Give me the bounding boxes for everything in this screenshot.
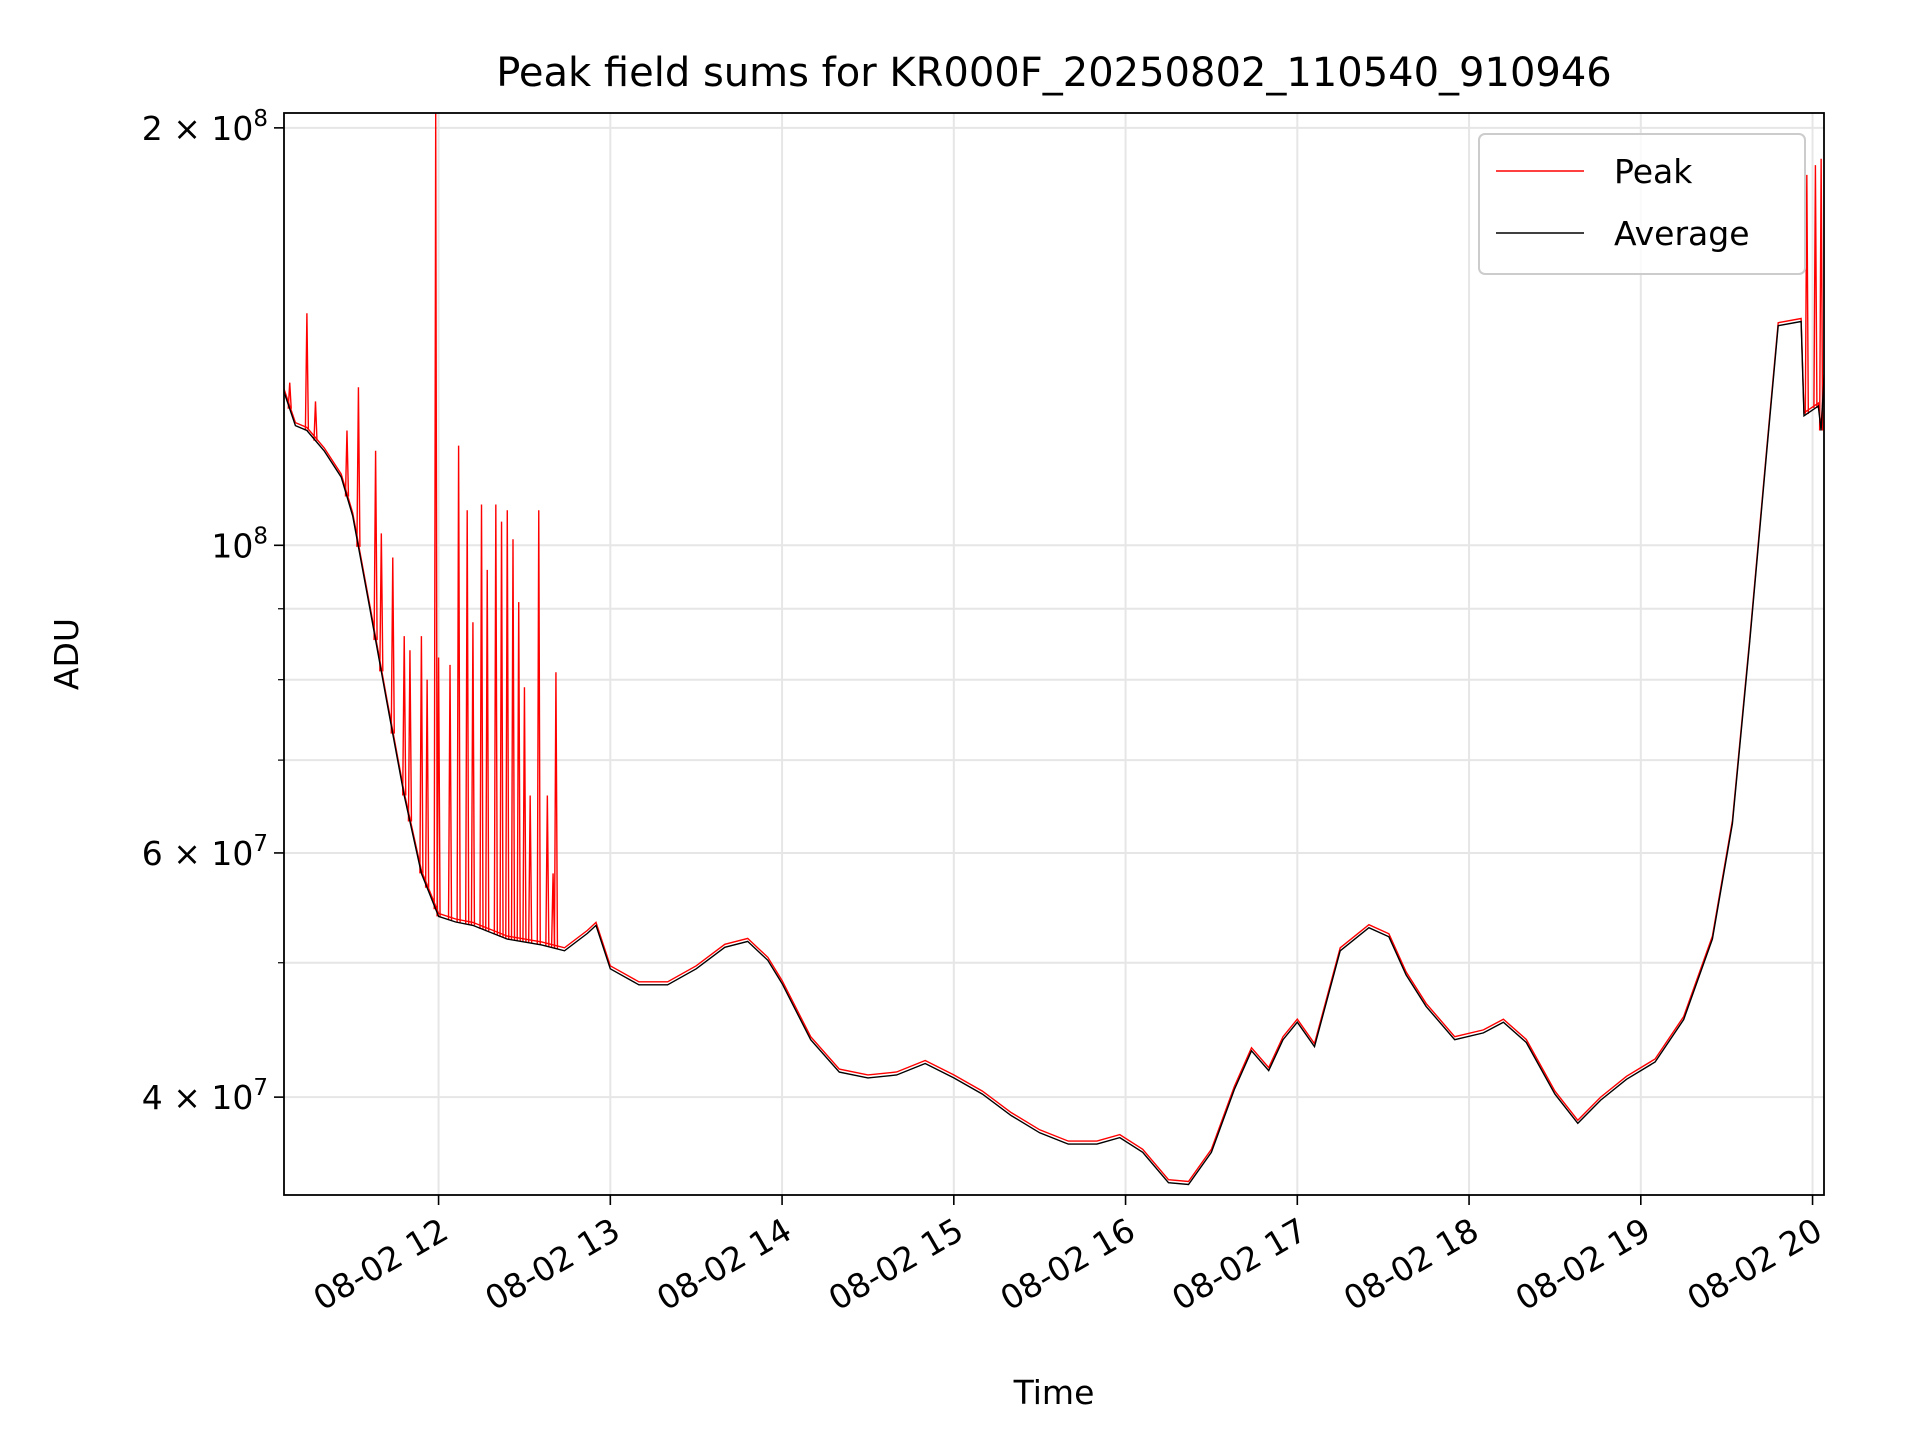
legend-label-average: Average (1614, 214, 1750, 253)
peak-spike (499, 521, 504, 937)
peak-spike (485, 569, 490, 932)
legend-box (1478, 133, 1806, 275)
peak-spike (313, 401, 318, 441)
y-tick-label: 4 × 107 (142, 1075, 268, 1117)
series-line-average (284, 320, 1824, 1186)
peak-spike (287, 382, 292, 409)
peak-spike (390, 557, 395, 734)
peak-spike (545, 795, 550, 947)
peak-spike (456, 445, 461, 923)
peak-spike (424, 679, 430, 888)
chart-title: Peak field sums for KR000F_20250802_1105… (496, 50, 1612, 96)
peak-spike (1818, 158, 1824, 431)
peak-spike (344, 430, 350, 497)
peak-spike (516, 602, 521, 942)
y-tick-label: 108 (211, 523, 268, 565)
peak-spike (304, 313, 310, 431)
peak-spike (479, 504, 484, 929)
x-axis-label: Time (1013, 1373, 1095, 1412)
peak-spike (436, 657, 441, 917)
peak-spike (464, 510, 470, 925)
peak-spike (527, 795, 533, 944)
y-tick-label: 2 × 108 (142, 106, 268, 148)
peak-spike (505, 510, 510, 940)
y-axis-ticks: 4 × 107 6 × 107 108 2 × 108 (142, 106, 284, 1117)
peak-spike (402, 636, 407, 796)
peak-spike (536, 510, 541, 945)
peak-spike (1813, 165, 1818, 409)
peak-spike (379, 533, 384, 672)
peak-spike (373, 450, 378, 641)
peak-spike (470, 622, 476, 926)
grid (284, 113, 1824, 1195)
peak-spike (1804, 174, 1810, 414)
peak-spike (447, 664, 453, 921)
peak-spike (433, 113, 438, 910)
plot-series-layer (284, 113, 1824, 1186)
peak-spike (407, 650, 413, 822)
peak-spike (553, 672, 559, 949)
peak-spike (510, 539, 516, 941)
y-tick-label: 6 × 107 (142, 831, 268, 873)
peak-spike (356, 387, 361, 547)
peak-spike (522, 687, 527, 943)
peak-spike (419, 636, 424, 874)
legend: Peak Average (1478, 133, 1806, 275)
plot-frame (283, 112, 1825, 1196)
series-line-peak (284, 317, 1824, 1183)
legend-label-peak: Peak (1614, 152, 1693, 191)
peak-spike (493, 504, 499, 935)
y-axis-label: ADU (47, 618, 86, 690)
